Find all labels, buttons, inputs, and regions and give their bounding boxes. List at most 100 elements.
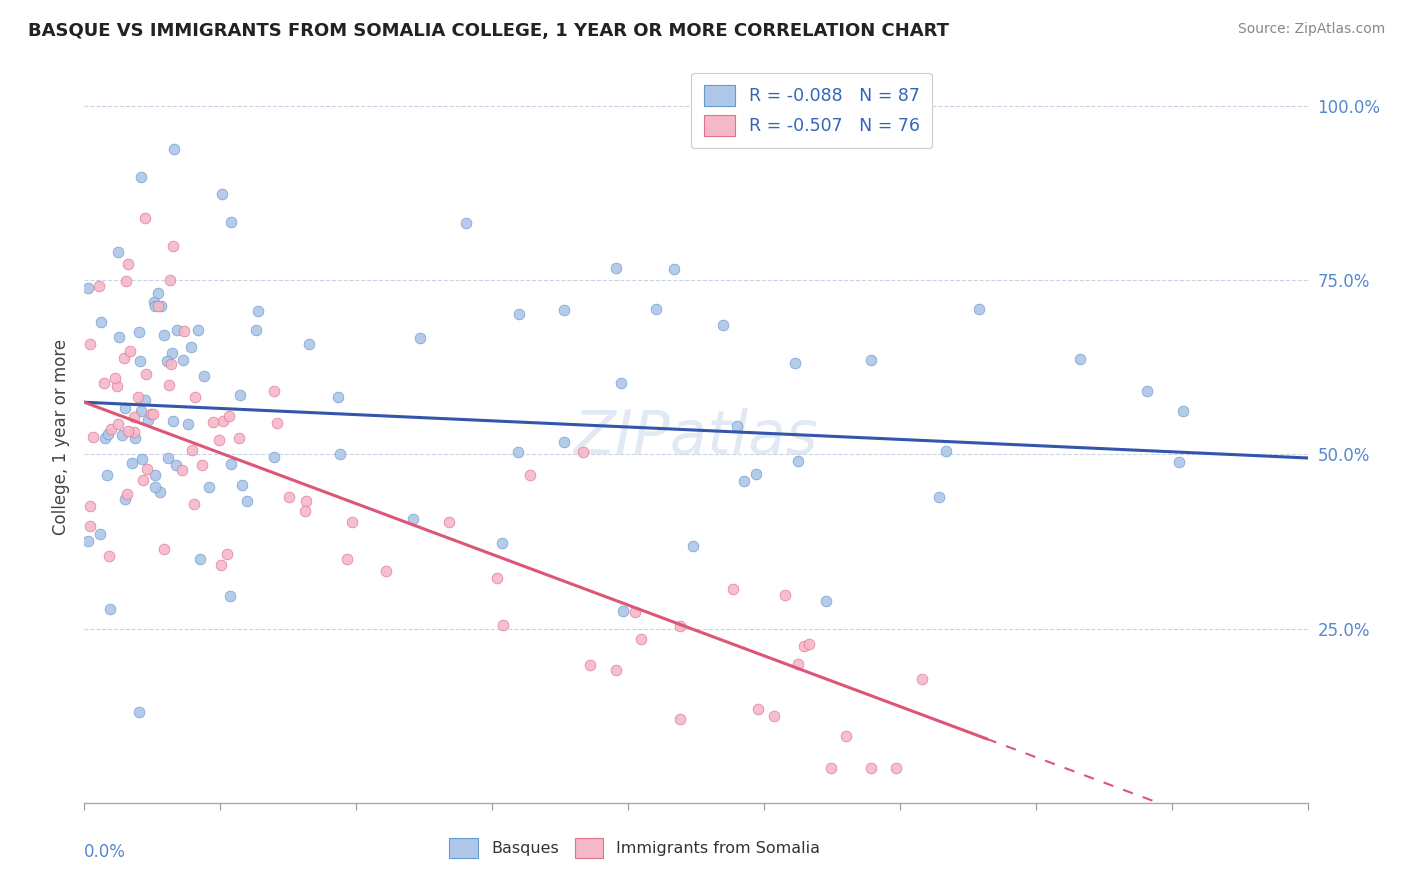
Point [664, 262, 686, 277]
Point [721, 582, 744, 596]
Point [786, 453, 808, 467]
Point [82, 429, 104, 443]
Point [786, 657, 808, 671]
Point [115, 274, 138, 288]
Point [188, 551, 211, 566]
Point [725, 419, 748, 434]
Point [183, 497, 205, 511]
Point [785, 356, 807, 370]
Point [928, 490, 950, 504]
Point [645, 301, 668, 316]
Point [132, 473, 155, 487]
Text: Source: ZipAtlas.com: Source: ZipAtlas.com [1237, 22, 1385, 37]
Point [124, 425, 146, 439]
Point [115, 486, 138, 500]
Text: ZIPatlas: ZIPatlas [574, 408, 818, 467]
Point [105, 379, 128, 393]
Point [246, 304, 269, 318]
Point [1069, 351, 1091, 366]
Point [120, 344, 142, 359]
Point [572, 445, 595, 459]
Point [96, 468, 118, 483]
Point [711, 318, 734, 332]
Point [402, 512, 425, 526]
Point [136, 461, 159, 475]
Point [100, 422, 122, 436]
Point [219, 457, 242, 471]
Point [87, 278, 110, 293]
Point [159, 273, 181, 287]
Point [212, 414, 235, 428]
Point [79, 337, 101, 351]
Point [183, 390, 205, 404]
Point [76, 281, 98, 295]
Point [553, 303, 575, 318]
Point [143, 480, 166, 494]
Legend: Basques, Immigrants from Somalia: Basques, Immigrants from Somalia [443, 832, 827, 864]
Point [143, 294, 166, 309]
Point [160, 357, 183, 371]
Point [263, 384, 285, 399]
Point [277, 490, 299, 504]
Point [342, 515, 364, 529]
Point [201, 415, 224, 429]
Point [967, 301, 990, 316]
Point [815, 593, 838, 607]
Point [124, 431, 146, 445]
Point [127, 390, 149, 404]
Point [172, 353, 194, 368]
Point [298, 337, 321, 351]
Point [107, 417, 129, 431]
Point [612, 604, 634, 618]
Point [294, 493, 316, 508]
Point [263, 450, 285, 465]
Point [245, 323, 267, 337]
Point [884, 761, 907, 775]
Point [229, 388, 252, 402]
Point [162, 414, 184, 428]
Point [134, 392, 156, 407]
Point [506, 444, 529, 458]
Point [211, 187, 233, 202]
Point [111, 428, 134, 442]
Point [150, 299, 173, 313]
Point [187, 323, 209, 337]
Point [553, 435, 575, 450]
Point [409, 331, 432, 345]
Point [162, 346, 184, 360]
Point [162, 239, 184, 253]
Point [610, 376, 633, 391]
Point [121, 456, 143, 470]
Point [820, 761, 842, 775]
Point [165, 458, 187, 472]
Point [156, 451, 179, 466]
Point [79, 499, 101, 513]
Point [129, 169, 152, 184]
Point [173, 324, 195, 338]
Point [799, 638, 821, 652]
Point [623, 605, 645, 619]
Point [579, 658, 602, 673]
Point [145, 467, 167, 482]
Point [128, 325, 150, 339]
Point [266, 416, 288, 430]
Point [98, 549, 121, 564]
Point [90, 314, 112, 328]
Point [135, 367, 157, 381]
Point [114, 401, 136, 415]
Point [134, 211, 156, 225]
Point [157, 377, 180, 392]
Point [860, 353, 883, 368]
Point [77, 534, 100, 549]
Point [491, 536, 513, 550]
Point [97, 426, 120, 441]
Point [1136, 384, 1159, 398]
Point [122, 409, 145, 424]
Point [218, 409, 240, 423]
Point [669, 619, 692, 633]
Point [143, 299, 166, 313]
Point [129, 353, 152, 368]
Point [231, 478, 253, 492]
Point [215, 547, 238, 561]
Point [129, 404, 152, 418]
